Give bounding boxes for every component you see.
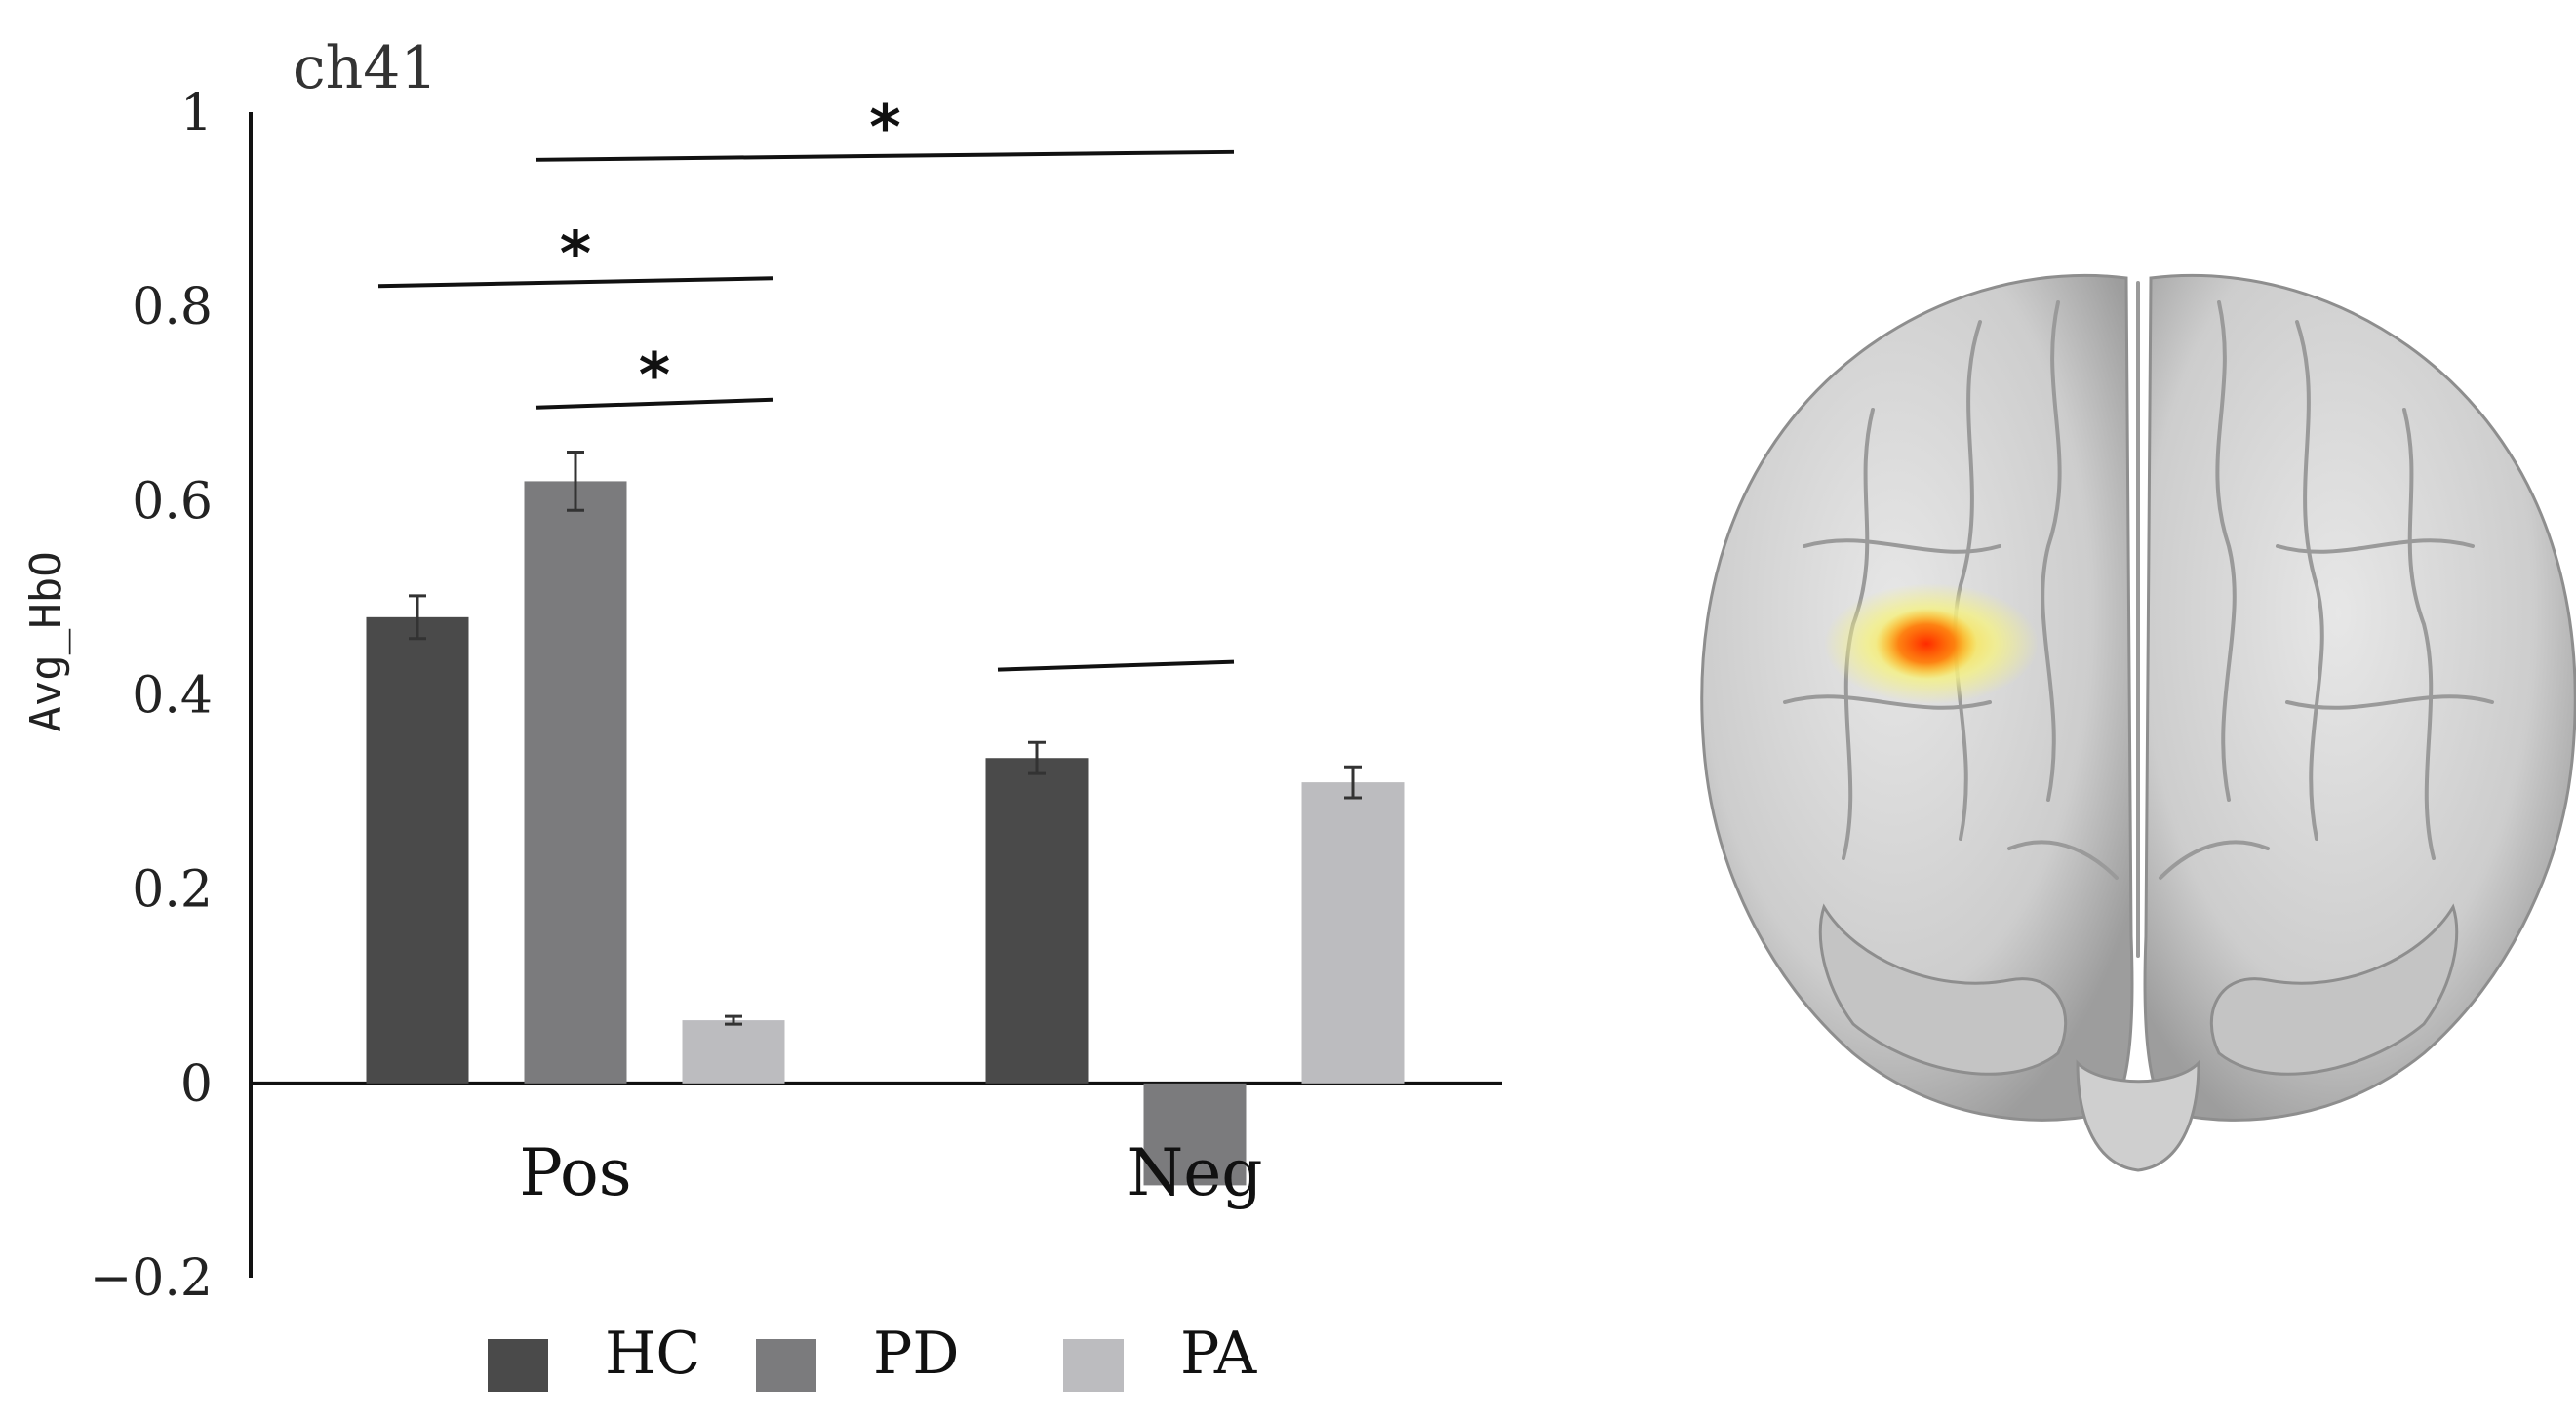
significance-marks: * * * bbox=[377, 92, 1235, 672]
y-tick-label: −0.2 bbox=[90, 1249, 213, 1308]
legend-label-pa: PA bbox=[1180, 1320, 1257, 1388]
bar-chart: ch41 Avg_HbO 1 0.8 0.6 0.4 0.2 0 −0.2 * * * Pos N… bbox=[21, 34, 1502, 1392]
bar-pa-neg bbox=[1301, 782, 1405, 1084]
error-bars bbox=[409, 451, 1362, 1026]
significance-star: * bbox=[639, 339, 670, 411]
bar-pd-pos bbox=[524, 481, 627, 1084]
y-tick-label: 0 bbox=[180, 1055, 213, 1114]
legend-swatch-pd bbox=[756, 1339, 816, 1392]
bar-hc-neg bbox=[985, 758, 1089, 1084]
legend-swatch-hc bbox=[488, 1339, 548, 1392]
brain-rendering bbox=[1700, 273, 2576, 1172]
significance-line bbox=[535, 149, 1235, 162]
significance-star: * bbox=[869, 92, 900, 163]
bar-hc-pos bbox=[366, 616, 469, 1084]
significance-star: * bbox=[560, 217, 591, 289]
y-tick-labels: 1 0.8 0.6 0.4 0.2 0 −0.2 bbox=[90, 84, 213, 1308]
bar-pa-pos bbox=[682, 1020, 785, 1084]
legend-label-pd: PD bbox=[873, 1320, 959, 1388]
y-tick-label: 1 bbox=[180, 84, 213, 142]
legend-label-hc: HC bbox=[605, 1320, 700, 1388]
significance-line bbox=[997, 659, 1235, 672]
bar-pd-neg bbox=[1143, 1083, 1247, 1186]
right-temporal-lobe bbox=[2209, 903, 2459, 1076]
category-label-neg: Neg bbox=[1127, 1135, 1262, 1210]
bars bbox=[366, 481, 1405, 1186]
legend: HC PD PA bbox=[488, 1320, 1257, 1392]
y-tick-label: 0.2 bbox=[132, 861, 213, 920]
significance-line bbox=[377, 276, 773, 289]
category-label-pos: Pos bbox=[519, 1135, 631, 1210]
chart-title: ch41 bbox=[293, 34, 438, 102]
legend-swatch-pa bbox=[1063, 1339, 1124, 1392]
brainstem bbox=[2076, 1059, 2200, 1172]
y-tick-label: 0.8 bbox=[132, 278, 213, 336]
y-tick-label: 0.6 bbox=[132, 472, 213, 531]
activation-peak bbox=[1876, 609, 1977, 679]
y-axis-label: Avg_HbO bbox=[21, 551, 71, 731]
significance-line bbox=[535, 397, 773, 410]
category-labels: Pos Neg bbox=[519, 1135, 1262, 1210]
left-temporal-lobe bbox=[1818, 903, 2068, 1076]
y-tick-label: 0.4 bbox=[132, 667, 213, 726]
